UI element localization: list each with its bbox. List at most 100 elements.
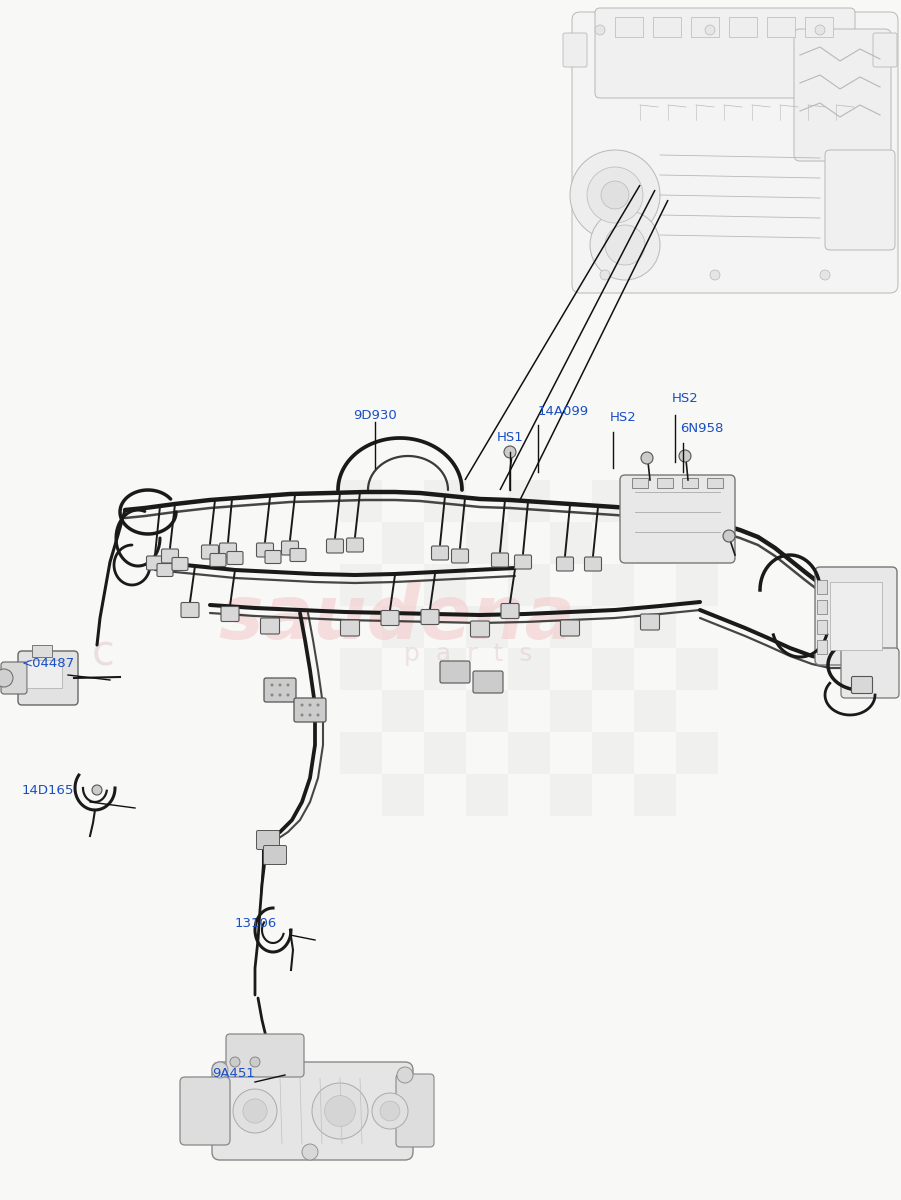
Bar	[592, 732, 634, 774]
Text: 6N958: 6N958	[680, 422, 724, 434]
Circle shape	[601, 181, 629, 209]
FancyBboxPatch shape	[396, 1074, 434, 1147]
Circle shape	[270, 694, 274, 696]
Circle shape	[301, 714, 304, 716]
Bar	[634, 774, 676, 816]
Bar	[817, 600, 827, 614]
FancyBboxPatch shape	[227, 552, 243, 564]
FancyBboxPatch shape	[347, 538, 363, 552]
Bar	[466, 522, 508, 564]
Circle shape	[710, 270, 720, 280]
FancyBboxPatch shape	[794, 29, 891, 161]
FancyBboxPatch shape	[172, 558, 188, 570]
Bar	[466, 606, 508, 648]
Circle shape	[600, 270, 610, 280]
Bar	[676, 648, 718, 690]
FancyBboxPatch shape	[260, 618, 279, 634]
FancyBboxPatch shape	[440, 661, 470, 683]
Circle shape	[570, 150, 660, 240]
FancyBboxPatch shape	[620, 475, 735, 563]
Bar	[382, 690, 424, 732]
FancyBboxPatch shape	[265, 551, 281, 564]
FancyBboxPatch shape	[181, 602, 199, 618]
Bar	[382, 606, 424, 648]
FancyBboxPatch shape	[290, 548, 306, 562]
Circle shape	[504, 446, 516, 458]
Circle shape	[312, 1082, 368, 1139]
FancyBboxPatch shape	[341, 620, 359, 636]
Bar	[657, 478, 673, 488]
FancyBboxPatch shape	[221, 606, 239, 622]
FancyBboxPatch shape	[563, 32, 587, 67]
Bar	[817, 640, 827, 654]
Circle shape	[230, 1057, 240, 1067]
FancyBboxPatch shape	[257, 542, 274, 557]
FancyBboxPatch shape	[226, 1034, 304, 1078]
Bar	[691, 17, 719, 37]
Circle shape	[278, 694, 281, 696]
Bar	[466, 690, 508, 732]
FancyBboxPatch shape	[264, 678, 296, 702]
Circle shape	[308, 714, 312, 716]
Circle shape	[212, 1062, 228, 1078]
FancyBboxPatch shape	[841, 648, 899, 698]
Text: 13106: 13106	[235, 917, 278, 930]
Bar	[817, 620, 827, 634]
FancyBboxPatch shape	[294, 698, 326, 722]
FancyBboxPatch shape	[851, 677, 872, 694]
Circle shape	[243, 1099, 267, 1123]
Circle shape	[316, 703, 320, 707]
Bar	[550, 690, 592, 732]
Bar	[615, 17, 643, 37]
FancyBboxPatch shape	[514, 554, 532, 569]
Text: saudena: saudena	[218, 582, 575, 654]
FancyBboxPatch shape	[263, 846, 287, 864]
Circle shape	[705, 25, 715, 35]
Text: 14D165: 14D165	[22, 784, 75, 797]
Bar	[682, 478, 698, 488]
Bar	[508, 480, 550, 522]
Bar	[466, 774, 508, 816]
FancyBboxPatch shape	[257, 830, 279, 850]
Bar	[805, 17, 833, 37]
Bar	[634, 522, 676, 564]
FancyBboxPatch shape	[147, 556, 163, 570]
Bar	[340, 732, 382, 774]
Circle shape	[287, 684, 289, 686]
Bar	[382, 774, 424, 816]
Bar	[676, 564, 718, 606]
Bar	[550, 522, 592, 564]
FancyBboxPatch shape	[873, 32, 897, 67]
Circle shape	[302, 1144, 318, 1160]
Circle shape	[723, 530, 735, 542]
FancyBboxPatch shape	[161, 550, 178, 563]
Bar	[27, 660, 62, 688]
Circle shape	[233, 1090, 277, 1133]
FancyBboxPatch shape	[421, 610, 439, 624]
Text: 9D930: 9D930	[353, 409, 396, 422]
FancyBboxPatch shape	[815, 566, 897, 665]
Circle shape	[308, 703, 312, 707]
Bar	[424, 480, 466, 522]
Bar	[676, 732, 718, 774]
FancyBboxPatch shape	[585, 557, 602, 571]
Bar	[592, 648, 634, 690]
Circle shape	[380, 1102, 400, 1121]
Circle shape	[679, 450, 691, 462]
Circle shape	[287, 694, 289, 696]
Text: HS1: HS1	[496, 431, 523, 444]
Text: p  a  r  t  s: p a r t s	[405, 642, 532, 666]
Bar	[653, 17, 681, 37]
FancyBboxPatch shape	[451, 550, 469, 563]
FancyBboxPatch shape	[432, 546, 449, 560]
Bar	[508, 564, 550, 606]
FancyBboxPatch shape	[501, 604, 519, 618]
Bar	[508, 732, 550, 774]
Text: HS2: HS2	[610, 410, 637, 424]
Text: <04487: <04487	[22, 658, 75, 670]
Circle shape	[372, 1093, 408, 1129]
Bar	[634, 690, 676, 732]
Bar	[767, 17, 795, 37]
FancyBboxPatch shape	[212, 1062, 413, 1160]
Bar	[424, 732, 466, 774]
